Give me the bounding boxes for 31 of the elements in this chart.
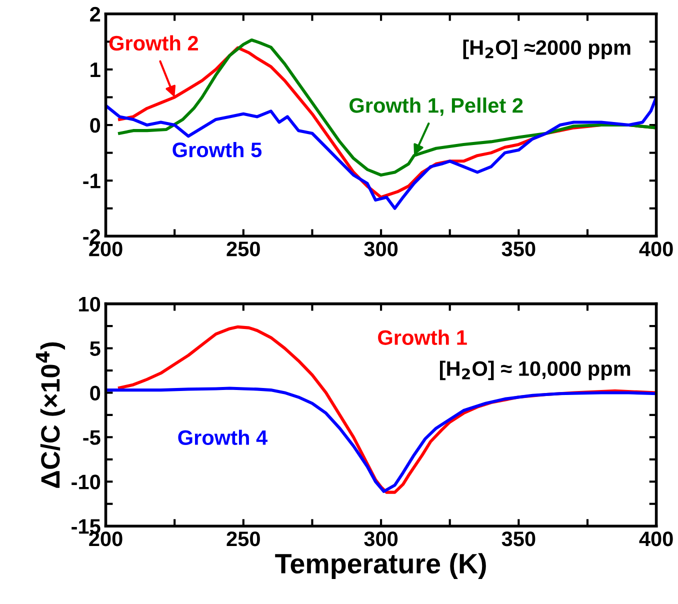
text: Growth 1	[378, 330, 467, 345]
line-series	[106, 96, 656, 210]
y-tick-label: 10	[79, 296, 100, 312]
y-tick-label: -10	[72, 474, 100, 490]
y-tick-label: 5	[90, 341, 100, 356]
x-tick-label: 400	[639, 531, 673, 546]
series-label: Growth 5	[172, 142, 262, 158]
x-tick-label: 250	[226, 531, 260, 546]
series-label: Growth 4	[178, 430, 268, 445]
series-label: Growth 2	[109, 35, 198, 51]
y-tick-label: 0	[90, 118, 100, 133]
line-series	[106, 386, 656, 493]
y-tick-label: -5	[83, 430, 100, 445]
y-tick-label: -1	[83, 174, 100, 188]
annotation: [H$_{2}$O] ≈2000 ppm	[463, 40, 630, 60]
x-tick-label: 350	[502, 531, 536, 546]
x-tick-label: 300	[364, 242, 398, 256]
series-label: Growth 1, Pellet 2	[350, 98, 523, 116]
y-axis-title: ΔC/C (×10$^{4}$)	[36, 342, 65, 488]
x-tick-label: 300	[364, 531, 398, 546]
y-tick-label: 2	[90, 6, 100, 22]
x-axis-title: Temperature (K)	[275, 553, 486, 580]
x-tick-label: 200	[89, 242, 122, 256]
annotation: [H$_{2}$O] ≈ 10,000 ppm	[440, 360, 630, 380]
y-tick-label: -15	[72, 519, 100, 534]
x-tick-label: 350	[502, 242, 536, 256]
y-tick-label: 0	[90, 386, 100, 400]
x-tick-label: 250	[226, 242, 260, 256]
x-tick-label: 200	[89, 531, 122, 546]
x-tick-label: 400	[639, 242, 673, 256]
y-tick-label: 1	[90, 62, 100, 78]
